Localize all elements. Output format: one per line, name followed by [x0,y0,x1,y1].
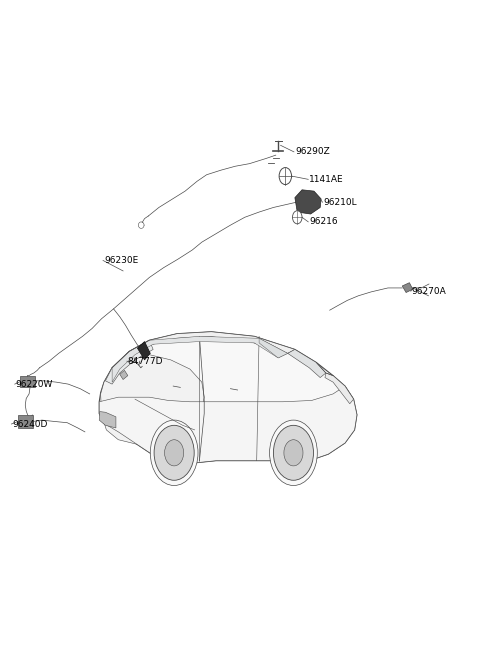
Circle shape [274,425,313,480]
Polygon shape [112,336,288,382]
Circle shape [279,168,291,185]
Polygon shape [325,373,354,404]
Text: 96270A: 96270A [412,286,446,296]
Polygon shape [402,283,413,292]
Polygon shape [99,411,116,428]
Polygon shape [101,355,204,445]
Bar [18,415,34,428]
Polygon shape [259,338,288,358]
Text: 1141AE: 1141AE [309,175,344,184]
Polygon shape [99,386,357,464]
Text: 96210L: 96210L [324,198,357,207]
Polygon shape [295,190,321,214]
Bar [21,376,35,388]
Circle shape [165,440,184,466]
Circle shape [292,211,302,224]
Text: 96290Z: 96290Z [295,147,330,156]
Text: 96230E: 96230E [104,256,138,265]
Circle shape [270,420,317,486]
Text: 84777D: 84777D [128,357,163,366]
Polygon shape [288,350,326,378]
Polygon shape [106,340,153,384]
Text: 96220W: 96220W [16,380,53,388]
Polygon shape [149,332,295,353]
Polygon shape [120,371,128,380]
Polygon shape [137,342,150,360]
Circle shape [150,420,198,486]
Text: 96240D: 96240D [12,420,48,428]
Circle shape [284,440,303,466]
Circle shape [154,425,194,480]
Text: 96216: 96216 [309,217,338,227]
Polygon shape [99,332,357,464]
